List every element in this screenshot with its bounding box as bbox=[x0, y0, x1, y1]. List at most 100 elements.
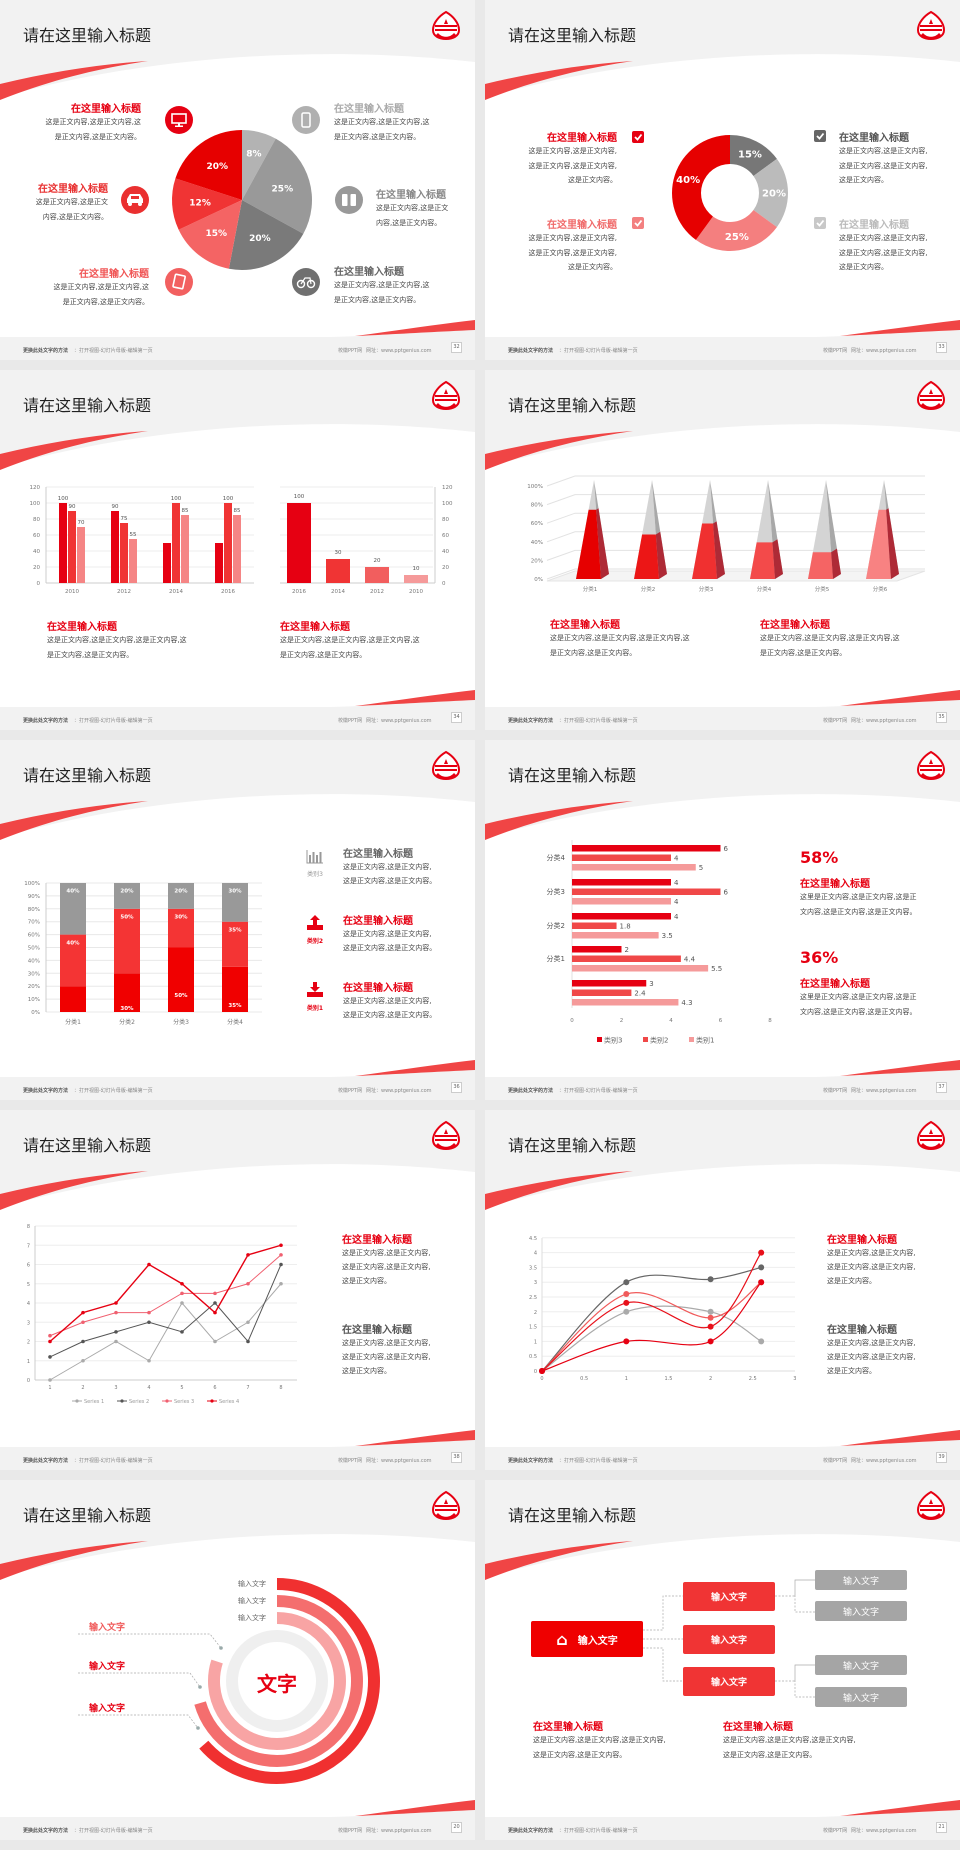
block-text-line: 这是正文内容,这是正文 bbox=[376, 204, 449, 212]
slide-background bbox=[0, 380, 475, 707]
branch-node[interactable]: 输入文字 bbox=[683, 1625, 775, 1654]
slide-38: 请在这里输入标题 更换此处文字的方法 ：打开视图-幻灯片母版-编辑第一页 校徽PPT网… bbox=[0, 1110, 475, 1470]
block-text-line: 是正文内容,这是正文内容。 bbox=[334, 295, 421, 304]
category-label: 类别2 bbox=[306, 938, 324, 945]
block-title: 在这里输入标题 bbox=[723, 1722, 793, 1733]
page-number: 20 bbox=[451, 1822, 462, 1833]
block-text-line: 这是正文内容。 bbox=[342, 1367, 391, 1375]
block-text-line: 这是正文内容,这是正文内容, bbox=[343, 930, 432, 938]
block-text-line: 这是正文内容,这是正文内容, bbox=[839, 234, 928, 242]
slide-background bbox=[485, 750, 960, 1077]
root-node-label: 输入文字 bbox=[577, 1635, 618, 1647]
school-logo bbox=[431, 10, 461, 41]
footer-site: 校徽PPT网 bbox=[338, 1828, 363, 1834]
footer-site: 校徽PPT网 bbox=[823, 1088, 848, 1094]
block-title: 在这里输入标题 bbox=[800, 879, 870, 890]
block-text-line: 是正文内容,这是正文内容。 bbox=[760, 648, 847, 657]
stat-value: 58% bbox=[800, 848, 839, 867]
block-text-line: 是正文内容,这是正文内容。 bbox=[47, 650, 134, 659]
block-text-line: 这是正文内容。 bbox=[839, 176, 888, 184]
slide-background bbox=[485, 380, 960, 707]
center-text: 文字 bbox=[257, 1672, 297, 1696]
slide-background bbox=[485, 10, 960, 337]
block-text-line: 这是正文内容。 bbox=[342, 1277, 391, 1285]
block-title: 在这里输入标题 bbox=[839, 220, 909, 231]
block-text-line: 这是正文内容,这是正文内容, bbox=[528, 161, 617, 170]
callout-label: 输入文字 bbox=[89, 1623, 126, 1633]
slide-33: 请在这里输入标题 更换此处文字的方法 ：打开视图-幻灯片母版-编辑第一页 校徽PPT网… bbox=[485, 0, 960, 360]
page-number: 36 bbox=[451, 1082, 462, 1093]
block-text-line: 这是正文内容,这是正文内容, bbox=[839, 248, 928, 257]
bottom-red-swoosh bbox=[355, 1060, 475, 1076]
slide-title: 请在这里输入标题 bbox=[508, 1136, 637, 1155]
block-text-line: 这是正文内容,这是正文内容, bbox=[839, 147, 928, 155]
block-title: 在这里输入标题 bbox=[71, 104, 141, 115]
block-text-line: 是正文内容,这是正文内容。 bbox=[550, 648, 637, 657]
leaf-node[interactable]: 输入文字 bbox=[815, 1601, 907, 1621]
root-node[interactable]: ⌂ 输入文字 bbox=[531, 1621, 643, 1657]
block-text-line: 文内容,这是正文内容,这是正文内容。 bbox=[800, 1008, 917, 1016]
block-text-line: 这是正文内容,这是正文内容。 bbox=[723, 1750, 817, 1759]
slide-title: 请在这里输入标题 bbox=[508, 396, 637, 415]
category-label: 类别1 bbox=[306, 1005, 324, 1012]
branch-node[interactable]: 输入文字 bbox=[683, 1582, 775, 1611]
callout-label: 输入文字 bbox=[89, 1662, 126, 1672]
slide-21: 请在这里输入标题 更换此处文字的方法 ：打开视图-幻灯片母版-编辑第一页 校徽PPT网… bbox=[485, 1480, 960, 1840]
bottom-red-swoosh bbox=[840, 690, 960, 706]
slide-background bbox=[0, 1490, 475, 1817]
footer-url: 网址：www.pptgenius.com bbox=[366, 348, 432, 354]
top-red-swoosh bbox=[485, 61, 633, 100]
footer-hint: ：打开视图-幻灯片母版-编辑第一页 bbox=[559, 1088, 638, 1094]
page-number: 35 bbox=[936, 712, 947, 723]
top-red-swoosh bbox=[0, 801, 148, 840]
block-text-line: 这是正文内容,这是正文内容, bbox=[528, 147, 617, 155]
content-area bbox=[0, 1534, 475, 1817]
block-text-line: 这是正文内容,这是正文内容, bbox=[528, 234, 617, 242]
content-area bbox=[485, 1164, 960, 1447]
footer-hint: ：打开视图-幻灯片母版-编辑第一页 bbox=[74, 1458, 153, 1464]
footer-url: 网址：www.pptgenius.com bbox=[851, 348, 917, 354]
branch-node[interactable]: 输入文字 bbox=[683, 1667, 775, 1696]
block-title: 在这里输入标题 bbox=[547, 220, 617, 231]
footer-url: 网址：www.pptgenius.com bbox=[366, 718, 432, 724]
block-text-line: 这是正文内容,这是正文 bbox=[35, 198, 108, 206]
block-text-line: 这是正文内容,这是正文内容, bbox=[827, 1249, 916, 1257]
footer-hint: ：打开视图-幻灯片母版-编辑第一页 bbox=[559, 718, 638, 724]
block-text-line: 这是正文内容。 bbox=[568, 263, 617, 271]
block-text-line: 是正文内容,这是正文内容。 bbox=[280, 650, 367, 659]
slide-35: 请在这里输入标题 更换此处文字的方法 ：打开视图-幻灯片母版-编辑第一页 校徽PPT网… bbox=[485, 370, 960, 730]
school-logo bbox=[916, 750, 946, 781]
slide-36: 请在这里输入标题 更换此处文字的方法 ：打开视图-幻灯片母版-编辑第一页 校徽PPT网… bbox=[0, 740, 475, 1100]
block-text-line: 这是正文内容,这是正文内容, bbox=[827, 1353, 916, 1361]
leaf-node[interactable]: 输入文字 bbox=[815, 1687, 907, 1707]
leaf-node[interactable]: 输入文字 bbox=[815, 1655, 907, 1675]
slide-20: 请在这里输入标题 更换此处文字的方法 ：打开视图-幻灯片母版-编辑第一页 校徽PPT网… bbox=[0, 1480, 475, 1840]
slide-background bbox=[0, 1120, 475, 1447]
slide-background bbox=[485, 1120, 960, 1447]
block-title: 在这里输入标题 bbox=[760, 620, 830, 631]
block-title: 在这里输入标题 bbox=[533, 1722, 603, 1733]
bottom-red-swoosh bbox=[355, 320, 475, 336]
leaf-node[interactable]: 输入文字 bbox=[815, 1570, 907, 1590]
page-number: 39 bbox=[936, 1452, 947, 1463]
page-number: 38 bbox=[451, 1452, 462, 1463]
block-title: 在这里输入标题 bbox=[342, 1325, 412, 1336]
footer-site: 校徽PPT网 bbox=[823, 348, 848, 354]
block-text-line: 是正文内容,这是正文内容。 bbox=[334, 132, 421, 141]
bottom-red-swoosh bbox=[840, 1430, 960, 1446]
bottom-red-swoosh bbox=[355, 690, 475, 706]
slide-39: 请在这里输入标题 更换此处文字的方法 ：打开视图-幻灯片母版-编辑第一页 校徽PPT网… bbox=[485, 1110, 960, 1470]
school-logo bbox=[431, 1490, 461, 1521]
block-text-line: 这是正文内容,这是正文内容, bbox=[839, 161, 928, 170]
footer-site: 校徽PPT网 bbox=[338, 1088, 363, 1094]
top-red-swoosh bbox=[0, 61, 148, 100]
footer-hint-bold: 更换此处文字的方法 bbox=[508, 1828, 554, 1834]
footer-hint-bold: 更换此处文字的方法 bbox=[508, 348, 554, 354]
top-red-swoosh bbox=[485, 801, 633, 840]
content-area bbox=[485, 794, 960, 1077]
category-label: 类别3 bbox=[307, 871, 323, 878]
block-title: 在这里输入标题 bbox=[343, 849, 413, 860]
block-text-line: 这里是正文内容,这是正文内容,这是正 bbox=[800, 993, 917, 1001]
content-area bbox=[485, 54, 960, 337]
